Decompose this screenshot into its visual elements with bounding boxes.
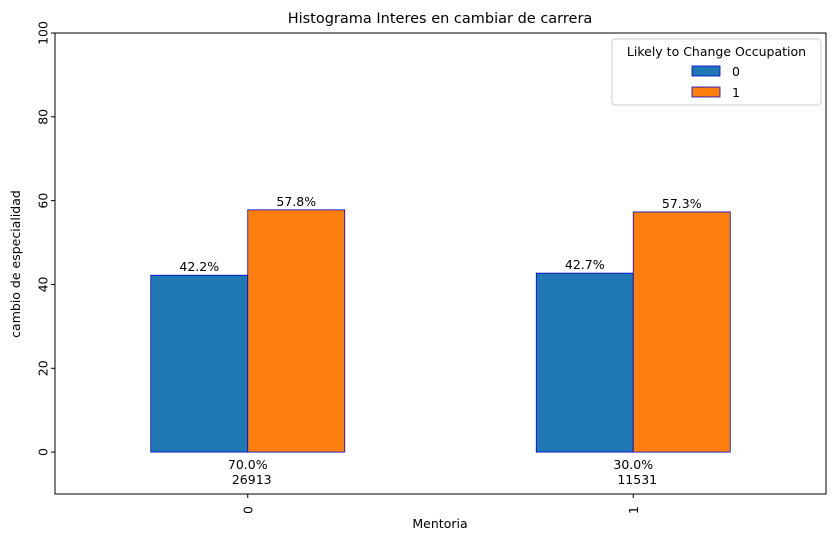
y-tick-label: 40 [36,276,51,292]
x-tick-label: 0 [240,506,255,514]
bar [150,274,249,453]
legend-swatch [691,86,721,98]
y-tick-label: 60 [36,193,51,209]
plot-area: 0 20 40 60 80 100 0 1 42.2% 42.7% 57.8% 57.3% 70.0%2… [36,21,827,514]
group-count-label: 11531 [617,472,657,487]
bar-value-label: 42.7% [565,257,605,272]
y-tick-label: 80 [36,109,51,125]
bar-value-label: 57.8% [276,194,316,209]
y-tick-label: 0 [36,448,51,456]
bar-value-label: 42.2% [179,259,219,274]
plot-frame [54,32,827,495]
bar [247,209,346,453]
chart-title: Histograma Interes en cambiar de carrera [288,11,593,27]
legend-title: Likely to Change Occupation [627,44,806,59]
legend-entry-label: 1 [732,85,740,100]
x-axis-label: Mentoria [412,516,467,531]
bar [535,272,634,453]
y-tick-label: 20 [36,360,51,376]
group-percent-label: 70.0% [228,457,268,472]
legend-swatch [691,65,721,77]
group-percent-label: 30.0% [613,457,653,472]
group-count-label: 26913 [232,472,272,487]
y-tick-label: 100 [36,21,51,45]
bar [632,211,731,453]
y-axis-label: cambio de especialidad [8,190,23,338]
bar-value-label: 57.3% [662,196,702,211]
legend: Likely to Change Occupation 0 1 [611,38,822,106]
legend-entry-label: 0 [732,64,740,79]
x-tick-label: 1 [626,506,641,514]
